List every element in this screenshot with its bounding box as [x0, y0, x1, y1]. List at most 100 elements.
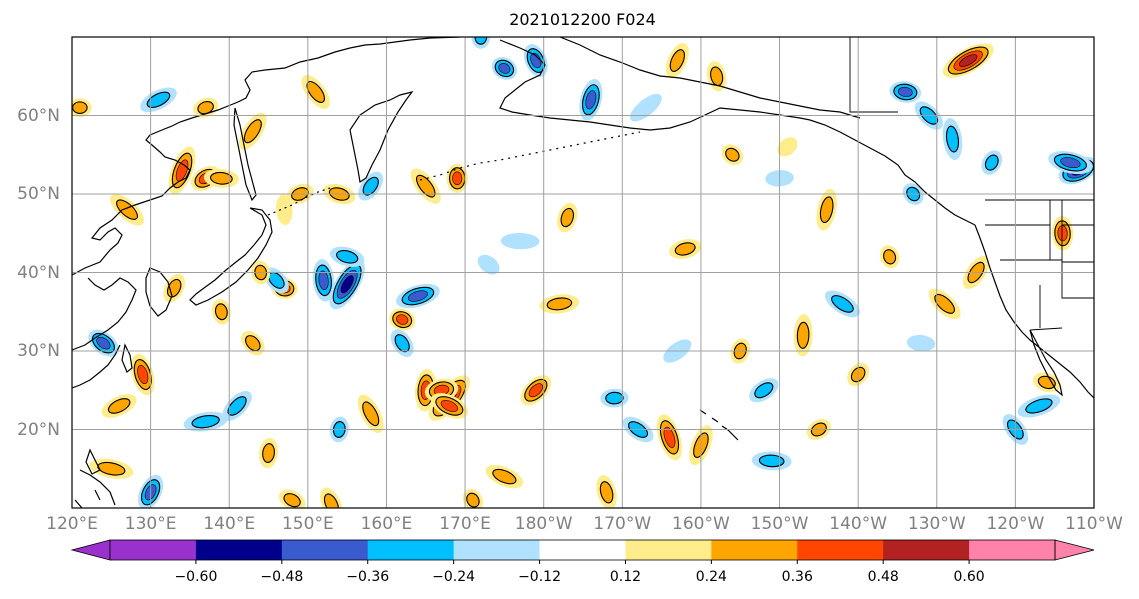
contour-band — [340, 275, 354, 294]
contour-band — [396, 314, 409, 325]
contour-cell — [600, 388, 629, 408]
lat-tick-label: 50°N — [17, 184, 60, 204]
contour-cell — [485, 464, 524, 489]
colorbar-tick-label: −0.48 — [260, 569, 304, 585]
colorbar-tick-label: 0.12 — [609, 569, 642, 585]
contour-cell — [477, 254, 500, 275]
contour-cell — [183, 411, 228, 432]
contour-band — [883, 249, 897, 265]
contour-band — [191, 414, 220, 429]
contour-cell — [72, 98, 92, 118]
colorbar-tick-label: 0.60 — [953, 569, 985, 585]
contour-band — [897, 86, 913, 98]
contour-cell — [1017, 394, 1061, 418]
lon-tick-label: 160°E — [360, 514, 413, 534]
contour-band — [466, 492, 480, 508]
lon-tick-label: 120°W — [986, 514, 1045, 534]
contour-cell — [357, 394, 384, 433]
contour-band — [318, 270, 329, 291]
contour-cell — [110, 193, 144, 226]
colorbar-tick-label: 0.36 — [781, 569, 813, 585]
contour-cell — [462, 488, 483, 508]
coastline-alaska-north — [559, 37, 861, 119]
contour-band — [477, 254, 500, 275]
lon-tick-label: 140°W — [829, 514, 888, 534]
coastline-luzon — [85, 448, 101, 475]
contour-band — [777, 137, 798, 157]
colorbar-tick-label: −0.24 — [432, 569, 476, 585]
colorbar-band — [281, 540, 369, 560]
contour-band — [498, 63, 511, 74]
contour-cell — [816, 188, 837, 231]
coastline-north-america — [974, 224, 1094, 399]
colorbar-tick-label: 0.24 — [695, 569, 727, 585]
contour-band — [407, 290, 428, 302]
colorbar-band — [110, 540, 197, 560]
contour-band — [984, 154, 999, 171]
contour-band — [323, 493, 339, 508]
contour-cell — [239, 112, 267, 150]
contour-band — [107, 398, 131, 414]
contour-cell — [793, 314, 813, 357]
colorbar-band — [969, 540, 1056, 560]
contour-cell — [749, 378, 779, 403]
colorbar-band — [711, 540, 798, 560]
colorbar — [70, 539, 1095, 564]
coastline-japan — [189, 207, 273, 306]
contour-cell — [329, 259, 365, 310]
contour-band — [214, 303, 228, 321]
lon-tick-label: 110°W — [1065, 514, 1123, 534]
contour-band — [276, 194, 293, 225]
contour-cell — [241, 330, 265, 356]
contour-band — [528, 383, 543, 398]
colorbar-band — [883, 540, 970, 560]
contour-band — [560, 207, 575, 228]
contour-cell — [396, 283, 440, 309]
lon-tick-label: 130°W — [907, 514, 966, 534]
contour-band — [669, 49, 685, 72]
coastline-asia — [72, 37, 461, 276]
contour-band — [945, 125, 960, 153]
contour-cell — [446, 163, 468, 193]
contour-band — [796, 321, 810, 349]
contour-band — [585, 90, 597, 110]
plot-area — [71, 36, 1095, 509]
contour-band — [96, 336, 111, 350]
contour-cell — [906, 334, 936, 352]
coastline-philippines — [74, 469, 116, 508]
colorbar-band — [453, 540, 541, 560]
contour-band — [629, 93, 662, 122]
contour-band — [362, 401, 380, 427]
lat-tick-label: 20°N — [17, 419, 60, 440]
lon-tick-label: 120°E — [46, 514, 98, 534]
contour-cell — [278, 489, 306, 508]
contour-band — [674, 242, 696, 256]
contour-cell — [824, 290, 860, 318]
contour-cell — [981, 150, 1003, 175]
contour-band — [959, 54, 978, 67]
colorbar-band — [195, 540, 283, 560]
contour-band — [599, 481, 614, 504]
contour-cell — [320, 487, 343, 508]
contour-cell — [389, 308, 416, 331]
political-borders — [849, 37, 1094, 331]
contour-cell — [721, 144, 744, 166]
contour-band — [72, 101, 88, 114]
contour-cell — [88, 329, 119, 357]
colorbar-band — [367, 540, 455, 560]
contour-cell — [665, 42, 689, 79]
contour-cell — [140, 87, 177, 113]
contour-band — [471, 37, 491, 49]
contour-band — [440, 399, 458, 412]
lon-tick-label: 180°W — [514, 514, 573, 534]
map-title: 2021012200 F024 — [509, 10, 656, 29]
contour-band — [210, 171, 233, 185]
border-us-mexico — [1029, 327, 1063, 331]
contour-cell — [130, 353, 155, 396]
contour-cell — [1048, 151, 1093, 175]
contour-band — [831, 295, 854, 313]
contour-band — [137, 365, 149, 385]
colorbar-tick-label: 0.48 — [867, 569, 899, 585]
contour-band — [906, 334, 936, 352]
